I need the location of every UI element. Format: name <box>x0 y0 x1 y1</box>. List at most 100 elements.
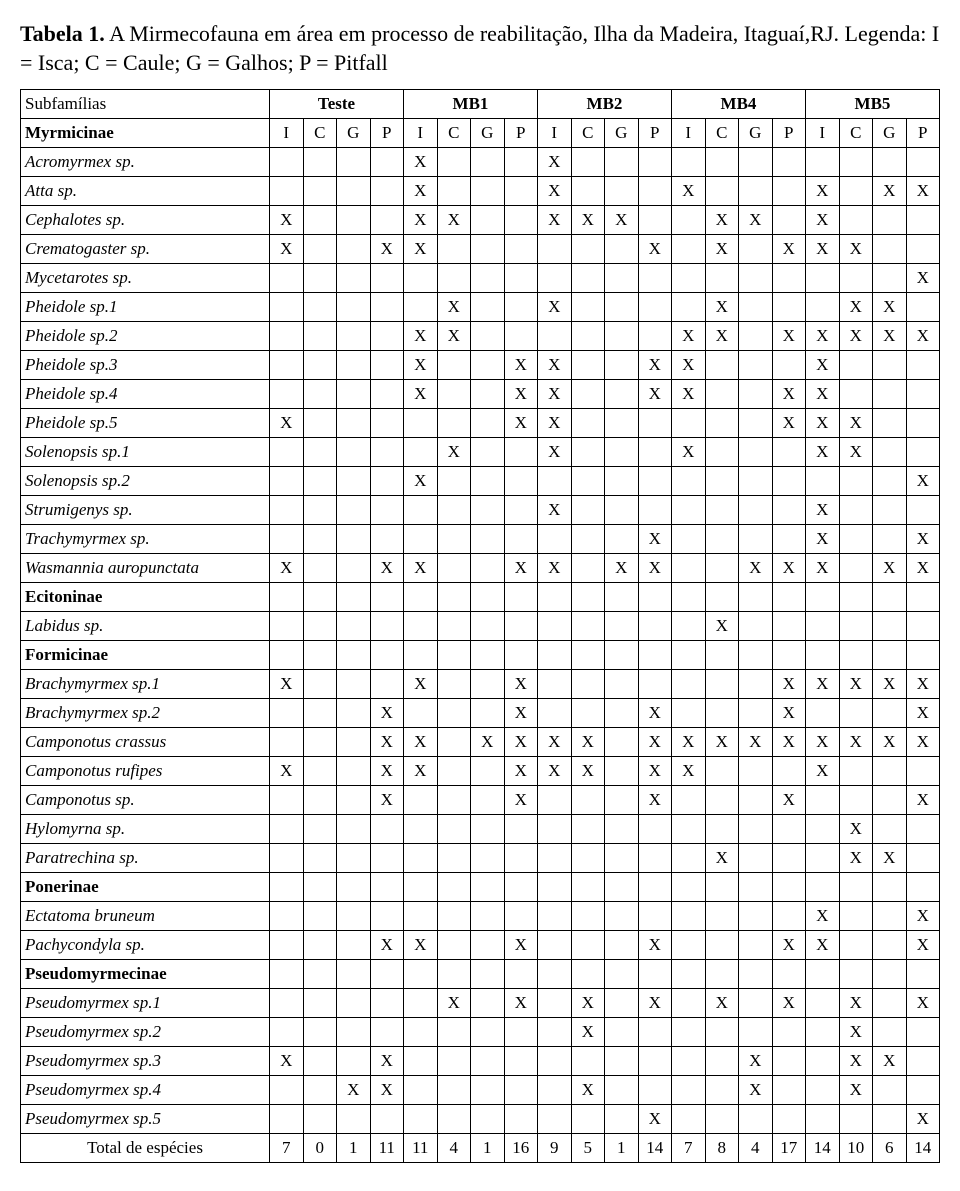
cell: X <box>839 728 873 757</box>
cell: X <box>705 293 739 322</box>
cell <box>504 177 538 206</box>
cell <box>605 670 639 699</box>
table-body: MyrmicinaeICGPICGPICGPICGPICGPAcromyrmex… <box>21 119 940 1163</box>
totals-label: Total de espécies <box>21 1134 270 1163</box>
cell <box>605 496 639 525</box>
cell <box>873 1018 907 1047</box>
cell <box>437 844 471 873</box>
cell <box>605 1076 639 1105</box>
cell: X <box>638 554 672 583</box>
cell <box>303 235 337 264</box>
cell <box>605 786 639 815</box>
cell <box>270 728 304 757</box>
totals-cell: 10 <box>839 1134 873 1163</box>
totals-cell: 1 <box>471 1134 505 1163</box>
cell <box>605 989 639 1018</box>
cell <box>337 438 371 467</box>
cell <box>571 873 605 902</box>
cell <box>337 728 371 757</box>
table-row: Brachymyrmex sp.1XXXXXXXX <box>21 670 940 699</box>
cell <box>337 583 371 612</box>
cell <box>437 409 471 438</box>
cell <box>739 757 773 786</box>
cell: C <box>839 119 873 148</box>
cell <box>839 351 873 380</box>
cell <box>270 177 304 206</box>
cell <box>437 235 471 264</box>
cell <box>705 641 739 670</box>
cell: X <box>672 380 706 409</box>
cell <box>437 496 471 525</box>
cell <box>471 380 505 409</box>
cell: X <box>404 380 438 409</box>
cell <box>538 641 572 670</box>
table-caption: Tabela 1. A Mirmecofauna em área em proc… <box>20 20 940 77</box>
cell <box>605 844 639 873</box>
cell <box>471 467 505 496</box>
totals-cell: 11 <box>370 1134 404 1163</box>
cell <box>538 960 572 989</box>
cell <box>471 1076 505 1105</box>
cell <box>471 873 505 902</box>
cell <box>471 699 505 728</box>
cell <box>705 1105 739 1134</box>
cell <box>337 902 371 931</box>
cell <box>504 438 538 467</box>
cell <box>370 438 404 467</box>
cell <box>839 525 873 554</box>
cell <box>806 467 840 496</box>
species-name: Cephalotes sp. <box>21 206 270 235</box>
cell <box>437 728 471 757</box>
cell: X <box>404 351 438 380</box>
table-row: Trachymyrmex sp.XXX <box>21 525 940 554</box>
cell: X <box>806 728 840 757</box>
cell <box>538 525 572 554</box>
cell <box>504 264 538 293</box>
cell <box>471 960 505 989</box>
cell: X <box>638 989 672 1018</box>
cell: X <box>705 322 739 351</box>
cell: X <box>538 554 572 583</box>
cell <box>471 206 505 235</box>
cell <box>806 989 840 1018</box>
cell: X <box>404 177 438 206</box>
cell <box>437 148 471 177</box>
cell <box>638 409 672 438</box>
totals-cell: 7 <box>270 1134 304 1163</box>
species-name: Pseudomyrmex sp.4 <box>21 1076 270 1105</box>
cell <box>303 844 337 873</box>
cell <box>906 438 940 467</box>
cell <box>839 612 873 641</box>
cell <box>303 1047 337 1076</box>
cell <box>605 873 639 902</box>
cell <box>705 815 739 844</box>
cell: P <box>638 119 672 148</box>
cell <box>471 844 505 873</box>
cell <box>270 322 304 351</box>
cell <box>638 264 672 293</box>
cell <box>772 641 806 670</box>
cell: X <box>839 844 873 873</box>
totals-cell: 1 <box>605 1134 639 1163</box>
cell <box>471 525 505 554</box>
cell <box>839 177 873 206</box>
species-name: Pachycondyla sp. <box>21 931 270 960</box>
species-name: Mycetarotes sp. <box>21 264 270 293</box>
cell <box>705 583 739 612</box>
cell: X <box>404 235 438 264</box>
cell <box>471 670 505 699</box>
cell <box>672 1076 706 1105</box>
cell <box>337 525 371 554</box>
cell: X <box>504 699 538 728</box>
cell <box>906 235 940 264</box>
cell <box>337 148 371 177</box>
cell <box>538 699 572 728</box>
cell: X <box>437 293 471 322</box>
cell <box>772 1018 806 1047</box>
cell <box>404 1076 438 1105</box>
cell: X <box>270 757 304 786</box>
cell <box>437 873 471 902</box>
cell: X <box>370 235 404 264</box>
cell <box>605 467 639 496</box>
cell <box>437 670 471 699</box>
